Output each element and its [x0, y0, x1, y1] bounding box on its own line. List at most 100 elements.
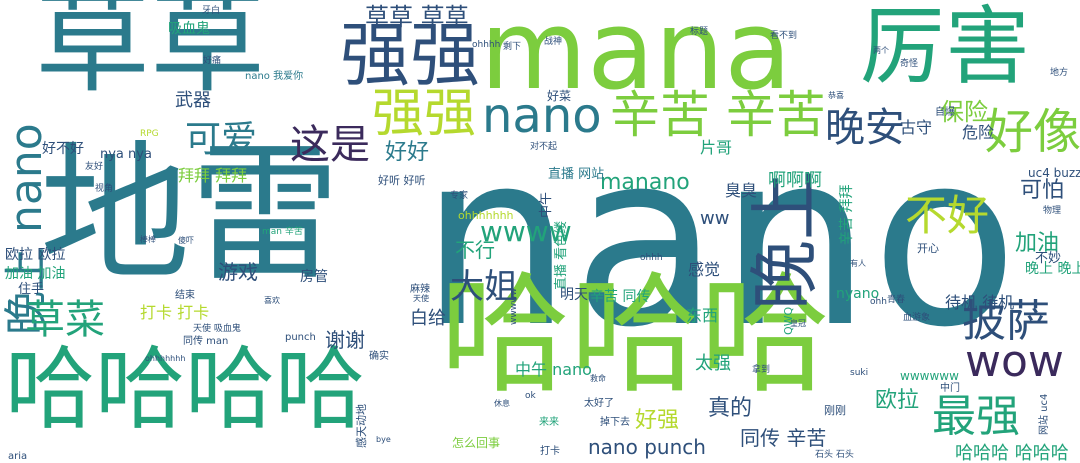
cloud-word: 直播 看色缕 [554, 220, 569, 290]
cloud-word: 中午 nano [515, 360, 592, 379]
cloud-word: 天使 [413, 294, 429, 303]
cloud-word: 草菜 [25, 297, 105, 343]
cloud-word: 好好 [385, 140, 430, 165]
cloud-word: 哈哈哈哈 [5, 337, 365, 442]
cloud-word: 不好 [905, 191, 990, 240]
cloud-word: 专家 [450, 191, 469, 201]
cloud-word: 好强 [635, 408, 680, 433]
cloud-word: 白给 [410, 308, 446, 329]
cloud-word: bye [376, 435, 391, 444]
cloud-word: man 辛苦 [262, 227, 303, 237]
cloud-word: 标题 [690, 27, 709, 37]
cloud-word: 真的 [708, 396, 753, 421]
cloud-word: 古守 [900, 118, 933, 137]
cloud-word: 好不好 [42, 141, 84, 157]
cloud-word: nya nya [100, 147, 152, 162]
cloud-word: 披萨 [962, 296, 1050, 347]
cloud-word: QWQ [782, 306, 795, 335]
cloud-word: wwww [480, 215, 572, 248]
cloud-word: nano 我爱你 [245, 71, 304, 82]
cloud-word: 晚上 晚上 [1025, 261, 1080, 277]
cloud-word: 感天动地 [355, 404, 368, 448]
cloud-word: ohhhhhhh [458, 209, 514, 222]
cloud-word: 辛苦 辛苦 [610, 86, 826, 144]
cloud-word: 草草 [35, 0, 266, 109]
cloud-word: 同传 辛苦 [740, 426, 827, 450]
cloud-word: 好菜 [547, 89, 572, 103]
cloud-word: 直播 网站 [548, 167, 605, 182]
cloud-word: 啊啊啊 [768, 170, 822, 191]
cloud-word: 同传 man [183, 336, 229, 347]
cloud-word: 臭臭 [725, 181, 758, 200]
cloud-word: 拿到 [752, 365, 771, 375]
cloud-word: 剩下 [503, 42, 522, 52]
cloud-word: 辛苦 同传 [590, 289, 651, 305]
cloud-word: suki [850, 368, 869, 378]
cloud-word: manano [600, 170, 690, 195]
cloud-word: aria [8, 451, 28, 462]
cloud-word: 好痛 [203, 56, 222, 66]
cloud-word: uc4 buzz [1028, 166, 1080, 180]
cloud-word: 石头 石头 [815, 450, 854, 460]
cloud-word: 明天 [560, 287, 588, 303]
cloud-word: 休息 [494, 399, 510, 408]
cloud-word: 结束 [175, 290, 195, 301]
cloud-word: 视角 [95, 184, 114, 194]
cloud-word: 感觉 [688, 260, 721, 279]
cloud-word: 强强 [372, 84, 477, 144]
cloud-word: 晚安 [825, 105, 905, 151]
cloud-word: wow [965, 336, 1064, 387]
cloud-word: 喜欢 [264, 296, 280, 305]
cloud-word: nano [420, 100, 1019, 380]
cloud-word: 地雷 [40, 128, 341, 302]
cloud-word: wwwwww [900, 369, 959, 383]
cloud-word: ohh [870, 297, 887, 307]
cloud-word: ww [700, 208, 730, 229]
cloud-word: 欧拉 [875, 388, 920, 413]
cloud-word: 物理 [1043, 206, 1062, 216]
cloud-word: 地方 [1050, 68, 1069, 78]
cloud-word: 麻辣 [410, 284, 430, 295]
cloud-word: 住手 [18, 282, 45, 297]
cloud-word: 青春 [887, 295, 906, 305]
cloud-word: 不行 [455, 238, 495, 262]
cloud-word: 厉害 [860, 0, 1031, 97]
cloud-word: ok [525, 391, 536, 401]
cloud-word: 拜拜 拜拜 [178, 166, 248, 185]
cloud-word: 开心 [917, 242, 939, 255]
cloud-word: 自爆 [935, 107, 955, 118]
cloud-word: 血游象 [903, 313, 931, 323]
cloud-word: 太强 [695, 353, 731, 374]
cloud-word: punch [285, 332, 316, 343]
cloud-word: 吸血鬼 [168, 21, 210, 37]
cloud-word: 棒棒 [140, 235, 156, 244]
cloud-word: 加油 [1015, 231, 1060, 256]
cloud-word: ohhh [640, 253, 663, 263]
cloud-word: 武器 [175, 90, 211, 111]
cloud-word: 草草 草草 [365, 3, 469, 31]
cloud-word: nano punch [588, 435, 706, 459]
cloud-word: 天使 吸血鬼 [193, 324, 241, 334]
cloud-word: 对不起 [530, 142, 558, 152]
cloud-word: 最强 [932, 391, 1020, 442]
cloud-word: 中午 [539, 191, 554, 218]
cloud-word: 房管 [300, 269, 328, 285]
cloud-word: 加油 加油 [5, 266, 66, 282]
cloud-word: 好听 好听 [378, 174, 426, 187]
cloud-word: 东西 [686, 306, 719, 325]
cloud-word: 游戏 [218, 260, 258, 284]
cloud-word: nano [482, 88, 602, 144]
cloud-word: 片哥 [700, 138, 733, 157]
cloud-word: 哈哈哈 [440, 259, 831, 411]
cloud-word: 谢谢 [325, 328, 365, 352]
cloud-word: 掉下去 [600, 417, 630, 428]
cloud-word: 辛苦 拜拜 [839, 184, 855, 245]
cloud-word: 怎么回事 [452, 436, 501, 450]
cloud-word: ohhhhhhh [145, 354, 186, 363]
cloud-word: 奇怪 [900, 59, 919, 69]
cloud-word: 可怕 [1020, 178, 1065, 203]
cloud-word: nyano [836, 286, 880, 302]
cloud-word: 中门 [940, 383, 960, 394]
cloud-word: 可爱 [185, 119, 258, 160]
